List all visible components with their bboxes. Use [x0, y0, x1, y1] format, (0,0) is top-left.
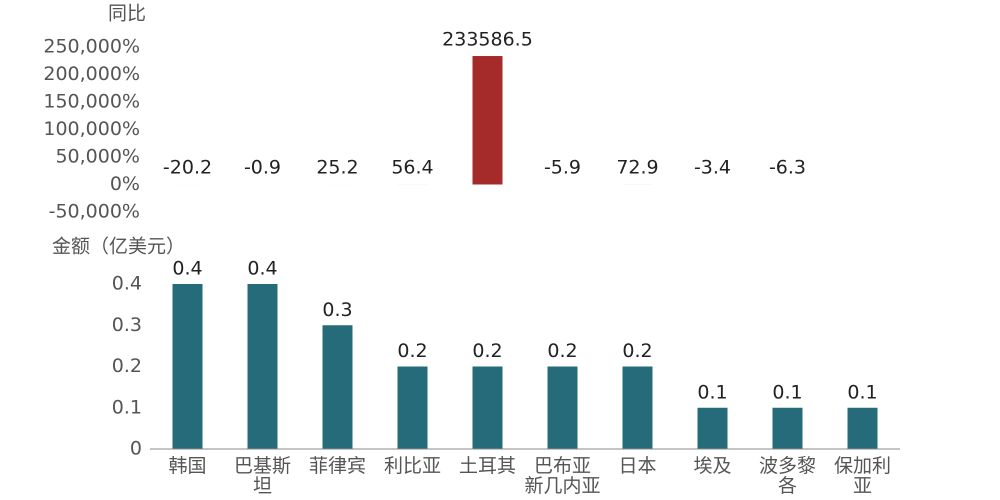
- value-label: 0.1: [697, 381, 727, 403]
- x-tick-label: 波多黎各: [759, 455, 816, 497]
- value-label: -0.9: [244, 157, 281, 179]
- x-tick-label: 日本: [618, 455, 656, 477]
- bar: [772, 407, 803, 449]
- value-label: 0.4: [172, 258, 202, 280]
- value-label: 0.4: [247, 258, 277, 280]
- value-label: 0.3: [322, 299, 352, 321]
- bar: [472, 366, 503, 449]
- value-label: 0.2: [547, 340, 577, 362]
- bar: [247, 284, 278, 449]
- value-label: 25.2: [316, 157, 358, 179]
- bar: [397, 366, 428, 449]
- bar: [697, 407, 728, 449]
- x-tick-label: 巴布亚新几内亚: [524, 455, 600, 497]
- bar: [547, 366, 578, 449]
- y-axis-label: 金额（亿美元）: [52, 236, 185, 258]
- x-tick-label: 土耳其: [459, 455, 516, 477]
- x-tick-label: 巴基斯坦: [234, 455, 291, 497]
- value-label: -3.4: [694, 157, 731, 179]
- value-label: 0.1: [847, 381, 877, 403]
- bar: [622, 366, 653, 449]
- y-tick-label: 0.1: [112, 396, 142, 418]
- value-label: 0.2: [622, 340, 652, 362]
- value-label: 0.2: [397, 340, 427, 362]
- value-label: 0.2: [472, 340, 502, 362]
- y-tick-label: 50,000%: [55, 146, 140, 168]
- y-tick-label: 250,000%: [43, 36, 140, 58]
- bar: [472, 56, 503, 185]
- bar: [322, 325, 353, 449]
- y-tick-label: -50,000%: [49, 201, 140, 223]
- x-tick-label: 利比亚: [384, 455, 441, 477]
- value-label: -20.2: [163, 157, 212, 179]
- y-axis-label: 同比: [108, 3, 146, 25]
- bar: [172, 284, 203, 449]
- x-tick-label: 菲律宾: [309, 455, 366, 477]
- value-label: -5.9: [544, 157, 581, 179]
- value-label: 56.4: [391, 157, 433, 179]
- y-tick-label: 0.3: [112, 314, 142, 336]
- value-label: 72.9: [616, 157, 658, 179]
- value-label: 233586.5: [442, 29, 533, 51]
- y-tick-label: 0.4: [112, 273, 142, 295]
- y-tick-label: 100,000%: [43, 118, 140, 140]
- y-tick-label: 0%: [110, 173, 140, 195]
- y-tick-label: 0: [130, 438, 142, 460]
- x-tick-label: 韩国: [168, 455, 206, 477]
- y-tick-label: 0.2: [112, 355, 142, 377]
- bar: [847, 407, 878, 449]
- value-label: -6.3: [769, 157, 806, 179]
- y-tick-label: 150,000%: [43, 91, 140, 113]
- x-tick-label: 保加利亚: [834, 455, 891, 497]
- x-tick-label: 埃及: [693, 455, 731, 477]
- y-tick-label: 200,000%: [43, 63, 140, 85]
- value-label: 0.1: [772, 381, 802, 403]
